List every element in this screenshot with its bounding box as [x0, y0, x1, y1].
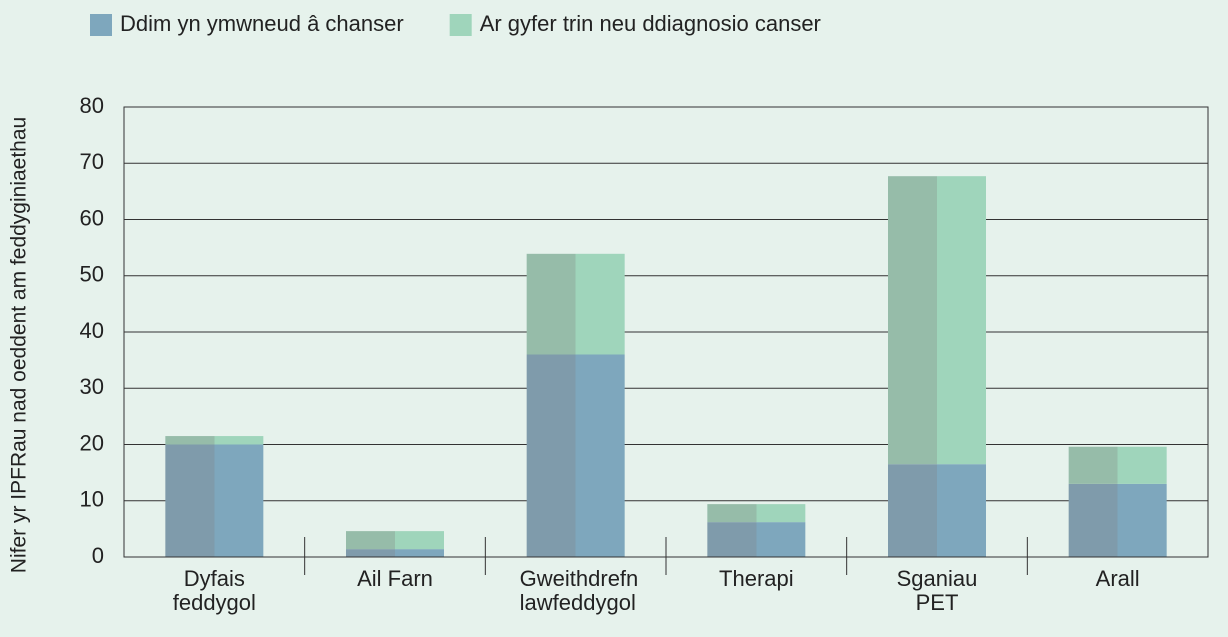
legend-label: Ar gyfer trin neu ddiagnosio canser: [480, 11, 821, 36]
bar-segment: [526, 354, 625, 557]
y-tick-label: 40: [80, 318, 104, 343]
plot-frame: [123, 106, 1209, 558]
y-tick-label: 60: [80, 205, 104, 230]
y-axis-label: Nifer yr IPFRau nad oeddent am feddygini…: [8, 117, 31, 573]
bar-segment: [888, 464, 986, 557]
x-tick-label: Gweithdrefn lawfeddygol: [519, 566, 639, 615]
y-tick-label: 50: [80, 262, 104, 287]
x-tick-label: Ail Farn: [357, 566, 433, 591]
y-tick-label: 0: [92, 543, 104, 568]
y-tick-label: 20: [80, 430, 104, 455]
legend-swatch: [90, 14, 112, 36]
bar-segment: [888, 176, 986, 465]
bar-segment: [707, 522, 806, 557]
legend-label: Ddim yn ymwneud â chanser: [120, 11, 404, 36]
bar-segment: [165, 444, 264, 557]
y-tick-label: 70: [80, 149, 104, 174]
bar-segment: [707, 504, 806, 523]
x-tick-label: Therapi: [719, 566, 794, 591]
y-tick-label: 30: [80, 374, 104, 399]
bar-segment: [346, 531, 444, 550]
x-tick-label: Dyfais feddygol: [172, 566, 256, 615]
bar-segment: [165, 436, 264, 445]
bar-segment: [1068, 483, 1167, 557]
bar-segment: [1068, 446, 1167, 484]
x-tick-label: Sganiau PET: [896, 566, 978, 615]
y-tick-label: 80: [80, 93, 104, 118]
y-tick-label: 10: [80, 487, 104, 512]
bar-segment: [346, 549, 444, 557]
legend-swatch: [449, 14, 472, 36]
x-tick-label: Arall: [1095, 566, 1140, 591]
bar-segment: [526, 253, 625, 355]
